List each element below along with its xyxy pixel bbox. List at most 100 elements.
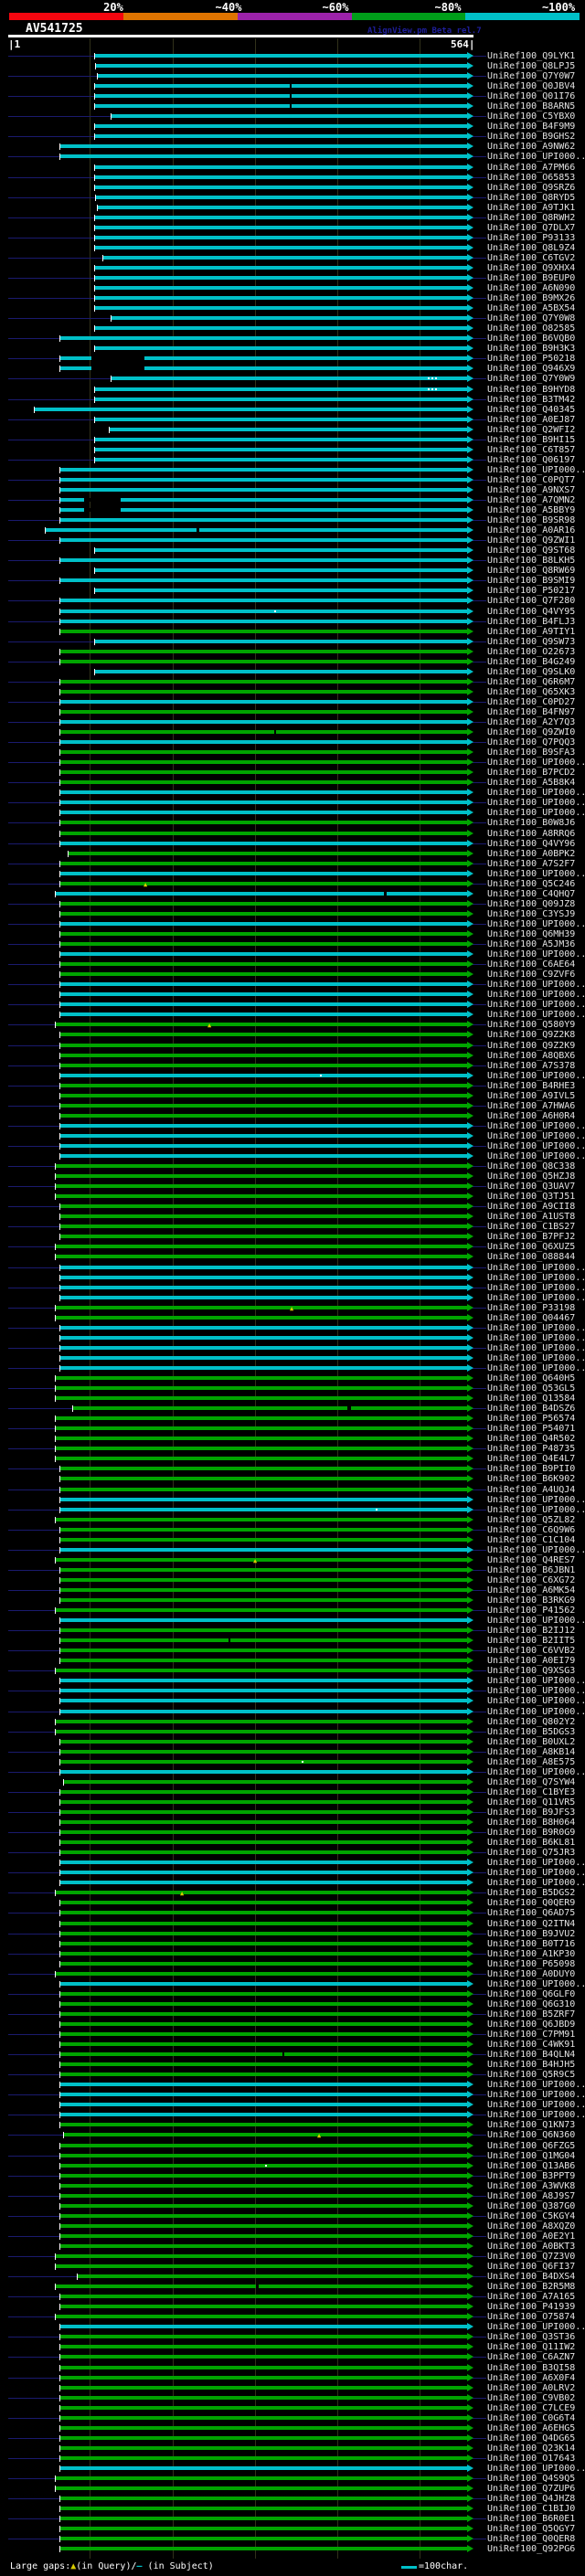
hit-label[interactable]: UniRef100_UPI000.. (487, 798, 585, 808)
hit-label[interactable]: UniRef100_Q9Z2K8 (487, 1030, 576, 1040)
hit-label[interactable]: UniRef100_A6H0R4 (487, 1111, 576, 1121)
hit-row[interactable]: UniRef100_B5ZRF7 (0, 2009, 585, 2019)
hit-label[interactable]: UniRef100_Q8LPJ5 (487, 61, 576, 71)
hit-row[interactable]: UniRef100_UPI000.. (0, 808, 585, 818)
hit-label[interactable]: UniRef100_B9JVU2 (487, 1929, 576, 1939)
hit-row[interactable]: UniRef100_Q8RYD5 (0, 193, 585, 203)
hit-bar[interactable] (78, 2274, 467, 2278)
hit-label[interactable]: UniRef100_Q3UAV7 (487, 1182, 576, 1192)
hit-bar[interactable] (60, 1568, 467, 1572)
hit-bar[interactable] (60, 832, 467, 835)
hit-row[interactable]: UniRef100_Q9XSG3 (0, 1666, 585, 1676)
hit-row[interactable]: UniRef100_B0W8J6 (0, 818, 585, 828)
hit-bar[interactable] (60, 1538, 467, 1542)
hit-bar[interactable] (64, 2133, 467, 2136)
hit-bar[interactable] (60, 2335, 467, 2338)
hit-label[interactable]: UniRef100_A1KP30 (487, 1949, 576, 1959)
hit-row[interactable]: UniRef100_O75874 (0, 2312, 585, 2322)
hit-row[interactable]: UniRef100_C9VB02 (0, 2393, 585, 2403)
hit-bar[interactable] (60, 1477, 467, 1480)
hit-row[interactable]: UniRef100_C6Q9W6 (0, 1525, 585, 1535)
hit-bar[interactable] (60, 1204, 467, 1208)
hit-bar[interactable] (56, 1245, 467, 1248)
hit-label[interactable]: UniRef100_Q387G0 (487, 2201, 576, 2211)
hit-row[interactable]: UniRef100_UPI000.. (0, 788, 585, 798)
hit-bar[interactable] (60, 2002, 467, 2006)
hit-row[interactable]: UniRef100_UPI000.. (0, 2110, 585, 2120)
hit-bar[interactable] (110, 428, 467, 431)
hit-row[interactable]: UniRef100_UPI000.. (0, 465, 585, 475)
hit-bar[interactable] (60, 1638, 467, 1642)
hit-label[interactable]: UniRef100_Q40345 (487, 405, 576, 415)
hit-row[interactable]: UniRef100_A1UST8 (0, 1212, 585, 1222)
hit-label[interactable]: UniRef100_UPI000.. (487, 869, 585, 879)
hit-bar[interactable] (60, 1266, 467, 1269)
hit-label[interactable]: UniRef100_Q6FI37 (487, 2262, 576, 2272)
hit-row[interactable]: UniRef100_UPI000.. (0, 1858, 585, 1868)
hit-label[interactable]: UniRef100_P41562 (487, 1606, 576, 1616)
hit-row[interactable]: UniRef100_A0EI79 (0, 1656, 585, 1666)
hit-bar[interactable] (60, 1528, 467, 1532)
hit-bar[interactable] (56, 1972, 467, 1976)
hit-row[interactable]: UniRef100_B2R5M8 (0, 2282, 585, 2292)
hit-bar[interactable] (60, 2154, 467, 2157)
hit-bar[interactable] (60, 690, 467, 694)
hit-label[interactable]: UniRef100_B4FLJ3 (487, 617, 576, 627)
hit-bar[interactable] (60, 1901, 467, 1904)
hit-label[interactable]: UniRef100_B2R5M8 (487, 2282, 576, 2292)
hit-row[interactable]: UniRef100_B6R0E1 (0, 2514, 585, 2524)
hit-bar[interactable] (56, 1730, 467, 1733)
hit-bar[interactable] (56, 1306, 467, 1309)
hit-label[interactable]: UniRef100_Q640H5 (487, 1373, 576, 1383)
hit-row[interactable]: UniRef100_B2IJ12 (0, 1626, 585, 1636)
hit-bar[interactable] (95, 568, 467, 572)
hit-bar[interactable] (95, 458, 467, 461)
hit-row[interactable]: UniRef100_Q3TJ51 (0, 1192, 585, 1202)
hit-label[interactable]: UniRef100_B9HI15 (487, 435, 576, 445)
hit-row[interactable]: UniRef100_C7LCE9 (0, 2403, 585, 2413)
hit-row[interactable]: UniRef100_Q9ZWI1 (0, 535, 585, 546)
hit-bar[interactable] (60, 1800, 467, 1804)
hit-bar[interactable] (64, 1780, 467, 1784)
hit-label[interactable]: UniRef100_B9SMI9 (487, 576, 576, 586)
hit-row[interactable]: UniRef100_A5JM36 (0, 939, 585, 949)
hit-label[interactable]: UniRef100_Q6AD75 (487, 1908, 576, 1918)
hit-row[interactable]: UniRef100_Q92PG6 (0, 2544, 585, 2554)
hit-row[interactable]: UniRef100_UPI000.. (0, 1363, 585, 1373)
hit-label[interactable]: UniRef100_Q13584 (487, 1394, 576, 1404)
hit-row[interactable]: ▲ UniRef100_Q6N360 (0, 2130, 585, 2140)
hit-label[interactable]: UniRef100_A7A165 (487, 2292, 576, 2302)
hit-bar[interactable] (60, 1366, 467, 1370)
hit-bar[interactable] (95, 640, 467, 643)
hit-label[interactable]: UniRef100_B5DGS2 (487, 1888, 576, 1898)
hit-row[interactable]: UniRef100_Q0QER8 (0, 2534, 585, 2544)
hit-label[interactable]: UniRef100_Q7Y0W7 (487, 71, 576, 81)
hit-row[interactable]: UniRef100_C1BYE3 (0, 1787, 585, 1797)
hit-bar[interactable] (60, 2234, 467, 2238)
hit-row[interactable]: UniRef100_C5KGY4 (0, 2211, 585, 2221)
hit-bar[interactable] (60, 2325, 467, 2328)
hit-row[interactable]: UniRef100_O22673 (0, 647, 585, 657)
hit-label[interactable]: UniRef100_B9JFS3 (487, 1807, 576, 1818)
hit-row[interactable]: UniRef100_B9JVU2 (0, 1929, 585, 1939)
hit-bar[interactable] (60, 2012, 467, 2016)
hit-row[interactable]: UniRef100_A9TJK1 (0, 203, 585, 213)
hit-label[interactable]: UniRef100_Q7Y0W8 (487, 313, 576, 323)
hit-label[interactable]: UniRef100_P65098 (487, 1959, 576, 1969)
hit-bar[interactable] (56, 2315, 467, 2318)
hit-row[interactable]: UniRef100_A8XQZ0 (0, 2221, 585, 2231)
hit-row[interactable]: UniRef100_A9IVL5 (0, 1091, 585, 1101)
hit-row[interactable]: UniRef100_A0BKT3 (0, 2242, 585, 2252)
hit-bar[interactable] (60, 1154, 467, 1158)
hit-bar[interactable] (60, 2022, 467, 2026)
hit-bar[interactable] (60, 882, 467, 885)
hit-label[interactable]: UniRef100_P56574 (487, 1414, 576, 1424)
hit-bar[interactable] (60, 1942, 467, 1945)
hit-bar[interactable] (60, 2517, 467, 2520)
hit-label[interactable]: UniRef100_B4F9M9 (487, 122, 576, 132)
hit-row[interactable]: UniRef100_Q9XHX4 (0, 263, 585, 273)
hit-row[interactable]: UniRef100_A0AR16 (0, 525, 585, 535)
hit-row[interactable]: ▲ UniRef100_P33198 (0, 1303, 585, 1313)
hit-row[interactable]: UniRef100_UPI000.. (0, 152, 585, 162)
hit-bar[interactable] (60, 1054, 467, 1057)
